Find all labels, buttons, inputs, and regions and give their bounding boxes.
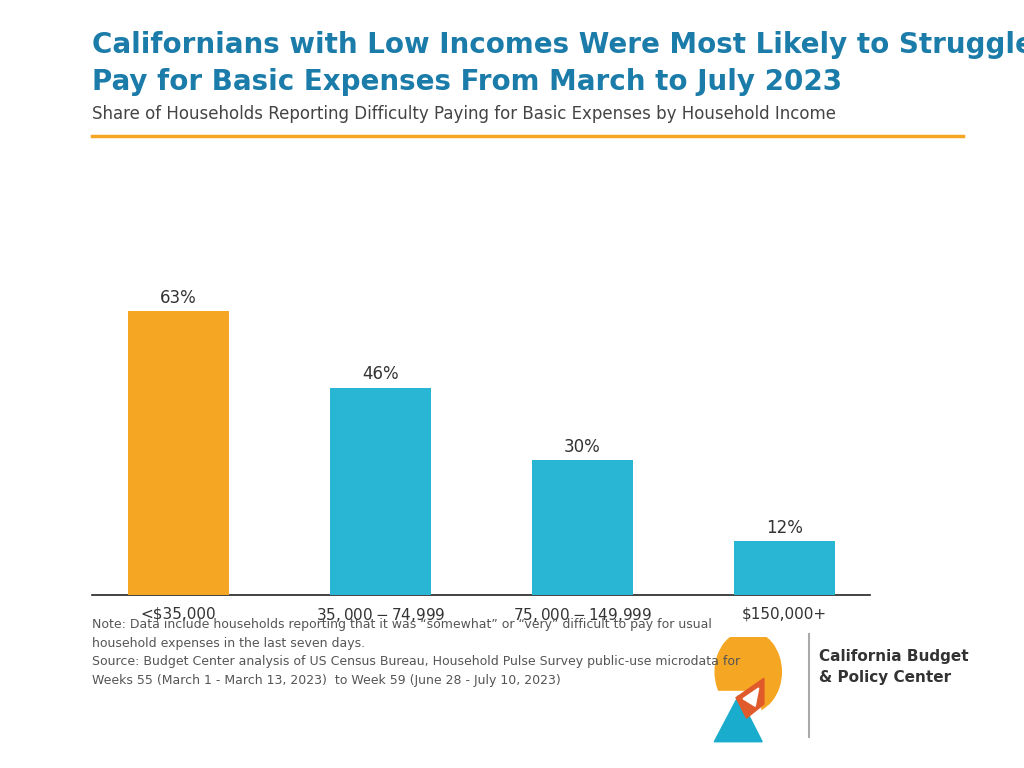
Text: Note: Data include households reporting that it was “somewhat” or “very” difficu: Note: Data include households reporting … <box>92 618 740 687</box>
Polygon shape <box>743 688 759 707</box>
Text: Californians with Low Incomes Were Most Likely to Struggle to: Californians with Low Incomes Were Most … <box>92 31 1024 58</box>
Polygon shape <box>712 691 760 745</box>
Text: California Budget
& Policy Center: California Budget & Policy Center <box>819 649 969 685</box>
Text: 30%: 30% <box>564 438 601 455</box>
Bar <box>734 541 835 595</box>
Text: 12%: 12% <box>766 518 803 537</box>
Text: 63%: 63% <box>160 289 197 307</box>
Polygon shape <box>736 678 764 718</box>
Polygon shape <box>715 696 762 742</box>
Text: 46%: 46% <box>361 366 398 383</box>
Text: Pay for Basic Expenses From March to July 2023: Pay for Basic Expenses From March to Jul… <box>92 68 843 95</box>
Text: Share of Households Reporting Difficulty Paying for Basic Expenses by Household : Share of Households Reporting Difficulty… <box>92 105 837 123</box>
Bar <box>128 311 228 595</box>
Wedge shape <box>715 631 781 713</box>
Bar <box>330 388 431 595</box>
Bar <box>531 460 633 595</box>
